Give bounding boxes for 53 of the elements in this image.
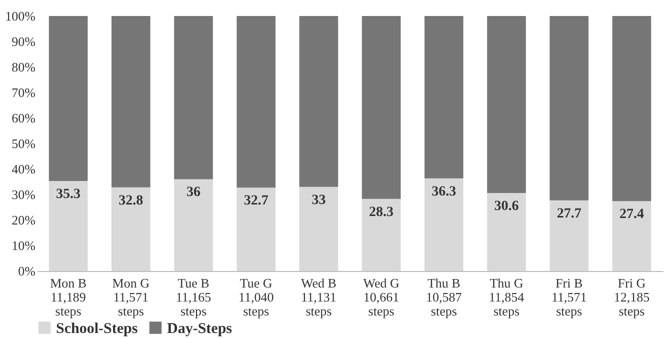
data-label: 32.7: [244, 194, 268, 209]
x-tick-label: Mon G 11,571 steps: [112, 276, 150, 318]
x-tick-label: Fri G 12,185 steps: [614, 276, 650, 318]
y-tick-label: 60%: [12, 110, 36, 126]
bar: [236, 188, 276, 271]
x-tick-label: Fri B 11,571 steps: [551, 276, 587, 318]
bar: [487, 192, 526, 271]
x-tick-label: Tue G 11,040 steps: [238, 276, 274, 318]
bar: [111, 187, 150, 271]
y-tick-label: 100%: [5, 8, 36, 24]
y-tick-label: 80%: [12, 60, 36, 74]
bar: [236, 16, 276, 188]
bar: [48, 16, 88, 181]
bar: [550, 16, 589, 200]
bar: [550, 200, 589, 271]
bar: [299, 186, 338, 271]
y-tick-label: 0%: [18, 264, 36, 278]
bar: [174, 16, 213, 180]
x-tick-label: Tue B 11,165 steps: [176, 276, 212, 318]
data-label: 30.6: [494, 198, 519, 214]
x-tick-label: Thu B 10,587 steps: [426, 276, 462, 318]
bar: [174, 179, 213, 271]
bar: [612, 201, 652, 271]
data-label: 36.3: [432, 184, 456, 200]
bar: [612, 16, 652, 202]
y-tick-label: 10%: [12, 238, 36, 253]
x-tick-label: Mon B 11,189 steps: [50, 276, 87, 318]
data-label: 36: [186, 185, 200, 200]
legend-label: Day-Steps: [167, 320, 232, 337]
bar: [111, 16, 150, 188]
data-label: 32.8: [118, 193, 144, 208]
bar: [48, 180, 88, 271]
data-label: 35.3: [56, 186, 81, 202]
x-tick-label: Wed B 11,131 steps: [300, 276, 337, 318]
y-tick-label: 70%: [12, 85, 36, 100]
y-tick-label: 20%: [12, 212, 36, 228]
bar: [299, 16, 338, 187]
data-label: 33: [312, 192, 326, 208]
y-tick-label: 50%: [12, 136, 36, 151]
bar: [362, 16, 401, 199]
bar: [424, 178, 464, 271]
x-tick-label: Thu G 11,854 steps: [488, 276, 525, 318]
x-tick-label: Wed G 10,661 steps: [363, 276, 400, 318]
data-label: 28.3: [369, 204, 394, 220]
bar: [487, 16, 526, 193]
bar: [362, 198, 401, 271]
y-tick-label: 30%: [12, 187, 36, 202]
y-tick-label: 40%: [12, 162, 36, 176]
legend-label: School-Steps: [56, 320, 138, 337]
data-label: 27.7: [556, 206, 582, 222]
bar: [424, 16, 464, 178]
y-tick-label: 90%: [12, 34, 36, 49]
data-label: 27.4: [619, 207, 644, 222]
